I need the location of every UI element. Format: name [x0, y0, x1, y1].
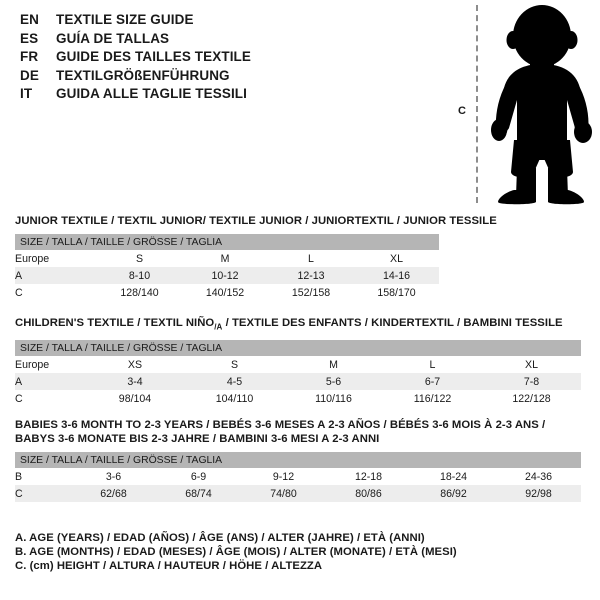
language-code: DE: [20, 67, 39, 83]
cell-value: 80/86: [326, 485, 411, 502]
legend-line-a: A. AGE (YEARS) / EDAD (AÑOS) / ÂGE (ANS)…: [15, 532, 425, 544]
table-row: A 3-4 4-5 5-6 6-7 7-8: [15, 373, 582, 391]
height-illustration: C: [440, 0, 600, 210]
table-band-header: SIZE / TALLA / TAILLE / GRÖSSE / TAGLIA: [15, 452, 582, 468]
cell-value: 3-4: [85, 373, 185, 391]
cell-value: 8-10: [97, 267, 182, 284]
legend-line-b: B. AGE (MONTHS) / EDAD (MESES) / ÂGE (MO…: [15, 546, 457, 558]
section-heading-children: CHILDREN'S TEXTILE / TEXTIL NIÑO/A / TEX…: [15, 316, 581, 334]
legend-line-c: C. (cm) HEIGHT / ALTURA / HAUTEUR / HÖHE…: [15, 560, 323, 572]
table-band-header: SIZE / TALLA / TAILLE / GRÖSSE / TAGLIA: [15, 340, 582, 357]
row-label: Europe: [15, 356, 85, 374]
table-row: Europe XS S M L XL: [15, 356, 582, 374]
language-code: FR: [20, 49, 39, 64]
cell-value: XS: [85, 356, 185, 374]
row-label: A: [15, 267, 97, 284]
table-row: C 128/140 140/152 152/158 158/170: [15, 284, 440, 301]
section-heading-babies-line1: BABIES 3-6 MONTH TO 2-3 YEARS / BEBÉS 3-…: [15, 419, 546, 431]
section-heading-babies-line2: BABYS 3-6 MONATE BIS 2-3 JAHRE / BAMBINI…: [15, 433, 380, 445]
cell-value: 14-16: [354, 267, 440, 284]
cell-value: 152/158: [268, 284, 354, 301]
cell-value: M: [284, 356, 383, 374]
cell-value: 116/122: [383, 390, 482, 408]
band-label: SIZE / TALLA / TAILLE / GRÖSSE / TAGLIA: [15, 452, 582, 468]
language-title: TEXTILE SIZE GUIDE: [56, 12, 194, 27]
cell-value: 62/68: [71, 485, 156, 502]
language-code: EN: [20, 12, 39, 27]
row-label: C: [15, 284, 97, 301]
cell-value: 128/140: [97, 284, 182, 301]
language-code: ES: [20, 30, 39, 46]
table-band-header: SIZE / TALLA / TAILLE / GRÖSSE / TAGLIA: [15, 234, 440, 250]
children-size-table: SIZE / TALLA / TAILLE / GRÖSSE / TAGLIA …: [15, 340, 582, 408]
cell-value: 6-7: [383, 373, 482, 391]
cell-value: 12-13: [268, 267, 354, 284]
cell-value: 74/80: [241, 485, 326, 502]
language-row-fr: FR GUIDE DES TAILLES TEXTILE: [20, 49, 350, 68]
cell-value: L: [268, 250, 354, 267]
cell-value: 86/92: [411, 485, 496, 502]
cell-value: 98/104: [85, 390, 185, 408]
cell-value: 7-8: [482, 373, 582, 391]
language-title: TEXTILGRÖßENFÜHRUNG: [56, 67, 230, 83]
cell-value: 12-18: [326, 468, 411, 485]
language-title: GUIDA ALLE TAGLIE TESSILI: [56, 86, 247, 101]
row-label: A: [15, 373, 85, 391]
band-label: SIZE / TALLA / TAILLE / GRÖSSE / TAGLIA: [15, 234, 440, 250]
cell-value: 6-9: [156, 468, 241, 485]
height-measure-label: C: [458, 105, 466, 117]
section-children-textile: CHILDREN'S TEXTILE / TEXTIL NIÑO/A / TEX…: [15, 316, 582, 408]
babies-size-table: SIZE / TALLA / TAILLE / GRÖSSE / TAGLIA …: [15, 452, 582, 502]
section-babies-textile: BABIES 3-6 MONTH TO 2-3 YEARS / BEBÉS 3-…: [15, 418, 582, 502]
cell-value: 92/98: [496, 485, 582, 502]
language-row-en: EN TEXTILE SIZE GUIDE: [20, 12, 350, 31]
language-code: IT: [20, 86, 33, 101]
cell-value: 9-12: [241, 468, 326, 485]
table-row: A 8-10 10-12 12-13 14-16: [15, 267, 440, 284]
heading-text-pre: CHILDREN'S TEXTILE / TEXTIL NIÑO: [15, 317, 215, 329]
section-junior-textile: JUNIOR TEXTILE / TEXTIL JUNIOR/ TEXTILE …: [15, 214, 497, 301]
table-row: C 62/68 68/74 74/80 80/86 86/92 92/98: [15, 485, 582, 502]
table-row: Europe S M L XL: [15, 250, 440, 267]
cell-value: 18-24: [411, 468, 496, 485]
cell-value: 140/152: [182, 284, 268, 301]
cell-value: S: [185, 356, 284, 374]
row-label: Europe: [15, 250, 97, 267]
band-label: SIZE / TALLA / TAILLE / GRÖSSE / TAGLIA: [15, 340, 582, 357]
cell-value: 10-12: [182, 267, 268, 284]
cell-value: 68/74: [156, 485, 241, 502]
height-measure-dashed-line: [476, 5, 478, 203]
cell-value: S: [97, 250, 182, 267]
language-title: GUÍA DE TALLAS: [56, 30, 170, 46]
cell-value: 158/170: [354, 284, 440, 301]
cell-value: 122/128: [482, 390, 582, 408]
cell-value: 110/116: [284, 390, 383, 408]
table-row: B 3-6 6-9 9-12 12-18 18-24 24-36: [15, 468, 582, 485]
cell-value: L: [383, 356, 482, 374]
heading-text-post: / TEXTILE DES ENFANTS / KINDERTEXTIL / B…: [222, 317, 563, 329]
language-title-block: EN TEXTILE SIZE GUIDE ES GUÍA DE TALLAS …: [20, 12, 350, 105]
cell-value: 5-6: [284, 373, 383, 391]
cell-value: M: [182, 250, 268, 267]
language-row-it: IT GUIDA ALLE TAGLIE TESSILI: [20, 86, 350, 105]
table-row: C 98/104 104/110 110/116 116/122 122/128: [15, 390, 582, 408]
cell-value: 24-36: [496, 468, 582, 485]
cell-value: 4-5: [185, 373, 284, 391]
legend-block: A. AGE (YEARS) / EDAD (AÑOS) / ÂGE (ANS)…: [15, 531, 515, 573]
cell-value: 3-6: [71, 468, 156, 485]
cell-value: XL: [354, 250, 440, 267]
child-silhouette-icon: [491, 5, 592, 205]
row-label: B: [15, 468, 71, 485]
heading-text-sub: /A: [214, 322, 223, 332]
language-title: GUIDE DES TAILLES TEXTILE: [56, 49, 252, 64]
cell-value: 104/110: [185, 390, 284, 408]
language-row-de: DE TEXTILGRÖßENFÜHRUNG: [20, 68, 350, 87]
cell-value: XL: [482, 356, 582, 374]
junior-size-table: SIZE / TALLA / TAILLE / GRÖSSE / TAGLIA …: [15, 234, 440, 301]
language-row-es: ES GUÍA DE TALLAS: [20, 31, 350, 50]
section-heading-junior: JUNIOR TEXTILE / TEXTIL JUNIOR/ TEXTILE …: [15, 215, 497, 227]
row-label: C: [15, 485, 71, 502]
row-label: C: [15, 390, 85, 408]
